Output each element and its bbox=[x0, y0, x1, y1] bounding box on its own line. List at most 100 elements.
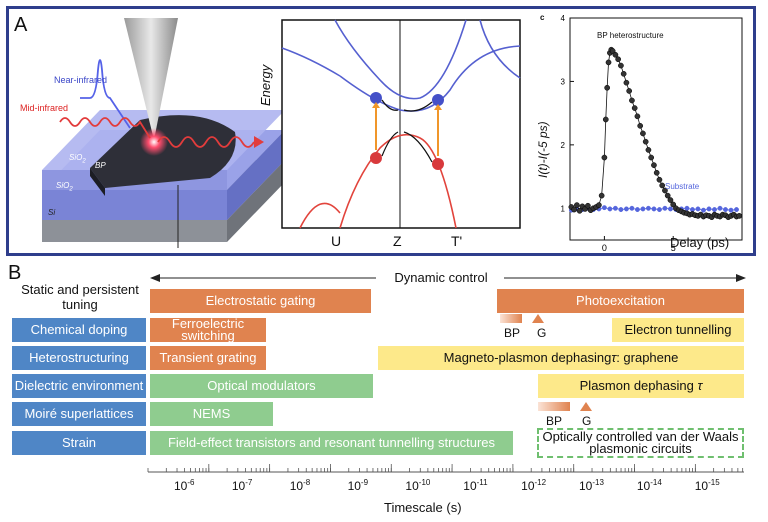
series-0-point bbox=[653, 169, 660, 176]
conduction-band-3 bbox=[281, 47, 341, 77]
series-0-point bbox=[585, 202, 591, 209]
row-label-dielectric-environment: Dielectric environment bbox=[12, 374, 146, 398]
tick-u: U bbox=[331, 233, 342, 249]
valence-band-1 bbox=[339, 133, 457, 229]
series-0-point bbox=[604, 84, 611, 91]
series-0-point bbox=[631, 105, 638, 111]
series-0-point bbox=[615, 56, 622, 63]
series-1-point bbox=[662, 205, 668, 211]
row-label-heterostructuring: Heterostructuring bbox=[12, 346, 146, 370]
series-0-point bbox=[626, 88, 633, 94]
tick-z: Z bbox=[393, 233, 402, 249]
relax-arrow-4 bbox=[403, 131, 433, 163]
timescale-tick-6: 10-12 bbox=[521, 478, 547, 493]
series-0-point bbox=[605, 59, 612, 66]
bar-nems: NEMS bbox=[150, 402, 273, 426]
dynamic-control-arrow bbox=[150, 270, 746, 286]
si-layer-front bbox=[42, 220, 227, 242]
bar-photoexcitation: Photoexcitation bbox=[497, 289, 744, 313]
static-tuning-label: Static and persistent tuning bbox=[21, 282, 139, 312]
device-illustration bbox=[42, 18, 285, 248]
g-marker-1 bbox=[532, 314, 544, 323]
series-0-point bbox=[618, 62, 624, 69]
series-1-point bbox=[640, 206, 646, 212]
sio2-bottom-front bbox=[42, 190, 227, 220]
y-tick-label-3: 4 bbox=[561, 14, 566, 23]
bar-plasmon-dephasing: Plasmon dephasing τ bbox=[538, 374, 744, 398]
si-label: Si bbox=[48, 208, 56, 217]
legend-bp: BP heterostructure bbox=[597, 31, 664, 40]
band-frame bbox=[281, 19, 521, 229]
series-1-point bbox=[612, 205, 618, 211]
series-1-point bbox=[667, 206, 673, 212]
band-ylabel: Energy bbox=[258, 64, 273, 106]
dynamic-control-label: Dynamic control bbox=[394, 270, 488, 285]
series-1-point bbox=[723, 207, 728, 213]
mid-ir-wave-in bbox=[59, 117, 151, 139]
series-1-point bbox=[684, 205, 690, 211]
series-1-point bbox=[601, 205, 607, 211]
y-tick-label-0: 1 bbox=[561, 204, 566, 213]
series-1-point bbox=[706, 206, 712, 212]
panel-a-frame bbox=[6, 6, 756, 256]
relax-arrow-1 bbox=[381, 99, 399, 111]
y-tick-label-2: 3 bbox=[561, 77, 566, 86]
timescale-tick-7: 10-13 bbox=[579, 478, 604, 493]
bar-magneto-plasmon-dephasing: Magneto-plasmon dephasing τ : graphene bbox=[378, 346, 744, 370]
series-0-point bbox=[634, 113, 641, 120]
series-1-point bbox=[623, 206, 629, 212]
series-0-point bbox=[640, 130, 646, 137]
bp-g-markers bbox=[500, 314, 592, 411]
chart-panel-letter: c bbox=[540, 13, 545, 22]
series-0-point bbox=[598, 192, 605, 199]
series-1-point bbox=[734, 207, 739, 213]
series-0-point bbox=[620, 70, 627, 77]
bar-field-effect-transistors: Field-effect transistors and resonant tu… bbox=[150, 431, 513, 455]
series-0-point bbox=[659, 182, 666, 189]
timescale-tick-8: 10-14 bbox=[636, 478, 662, 493]
series-1-point bbox=[634, 207, 640, 213]
timescale-tick-0: 10-6 bbox=[174, 478, 195, 493]
afm-tip bbox=[124, 18, 178, 140]
near-ir-label: Near-infrared bbox=[54, 75, 108, 85]
series-0-point bbox=[574, 202, 580, 208]
x-tick-label-0: 0 bbox=[602, 243, 607, 252]
series-0-point bbox=[664, 192, 671, 199]
row-label-moire-superlattices: Moiré superlattices bbox=[12, 402, 146, 426]
chart-ylabel: I(t)-I(-5 ps) bbox=[536, 121, 550, 178]
series-0-point bbox=[629, 97, 635, 104]
series-0-point bbox=[612, 51, 619, 58]
chart-xlabel: Delay (ps) bbox=[670, 235, 730, 250]
near-ir-pulse bbox=[80, 59, 131, 129]
series-0-point bbox=[623, 79, 630, 86]
series-0-point bbox=[651, 162, 657, 169]
series-0-point bbox=[667, 197, 674, 203]
relax-arrow-3 bbox=[381, 131, 399, 157]
series-1-point bbox=[701, 207, 706, 213]
hole-left bbox=[370, 152, 382, 164]
series-1-point bbox=[717, 205, 723, 211]
series-1-point bbox=[695, 206, 701, 212]
panel-b-tag: B bbox=[8, 262, 22, 284]
g-marker-label-1: G bbox=[537, 326, 547, 340]
bp-range-2 bbox=[538, 402, 570, 411]
series-0-point bbox=[670, 201, 677, 208]
bar-electron-tunnelling: Electron tunnelling bbox=[612, 318, 744, 342]
series-0-point bbox=[736, 213, 743, 219]
series-0-point bbox=[656, 176, 663, 183]
series-1-point bbox=[728, 207, 734, 213]
hotspot bbox=[140, 128, 168, 156]
mid-ir-label: Mid-infrared bbox=[20, 103, 69, 113]
row-label-strain: Strain bbox=[12, 431, 146, 455]
bar-transient-grating: Transient grating bbox=[150, 346, 266, 370]
series-1-point bbox=[656, 207, 662, 213]
conduction-band-1 bbox=[334, 19, 467, 100]
series-0-point bbox=[576, 207, 583, 214]
relax-arrow-2 bbox=[403, 101, 433, 112]
row-label-chemical-doping: Chemical doping bbox=[12, 318, 146, 342]
bp-label: BP bbox=[95, 161, 106, 170]
x-tick-label-1: 5 bbox=[671, 243, 676, 252]
series-0-point bbox=[602, 116, 609, 123]
hole-right bbox=[432, 158, 444, 170]
panel-a-tag: A bbox=[14, 14, 28, 36]
